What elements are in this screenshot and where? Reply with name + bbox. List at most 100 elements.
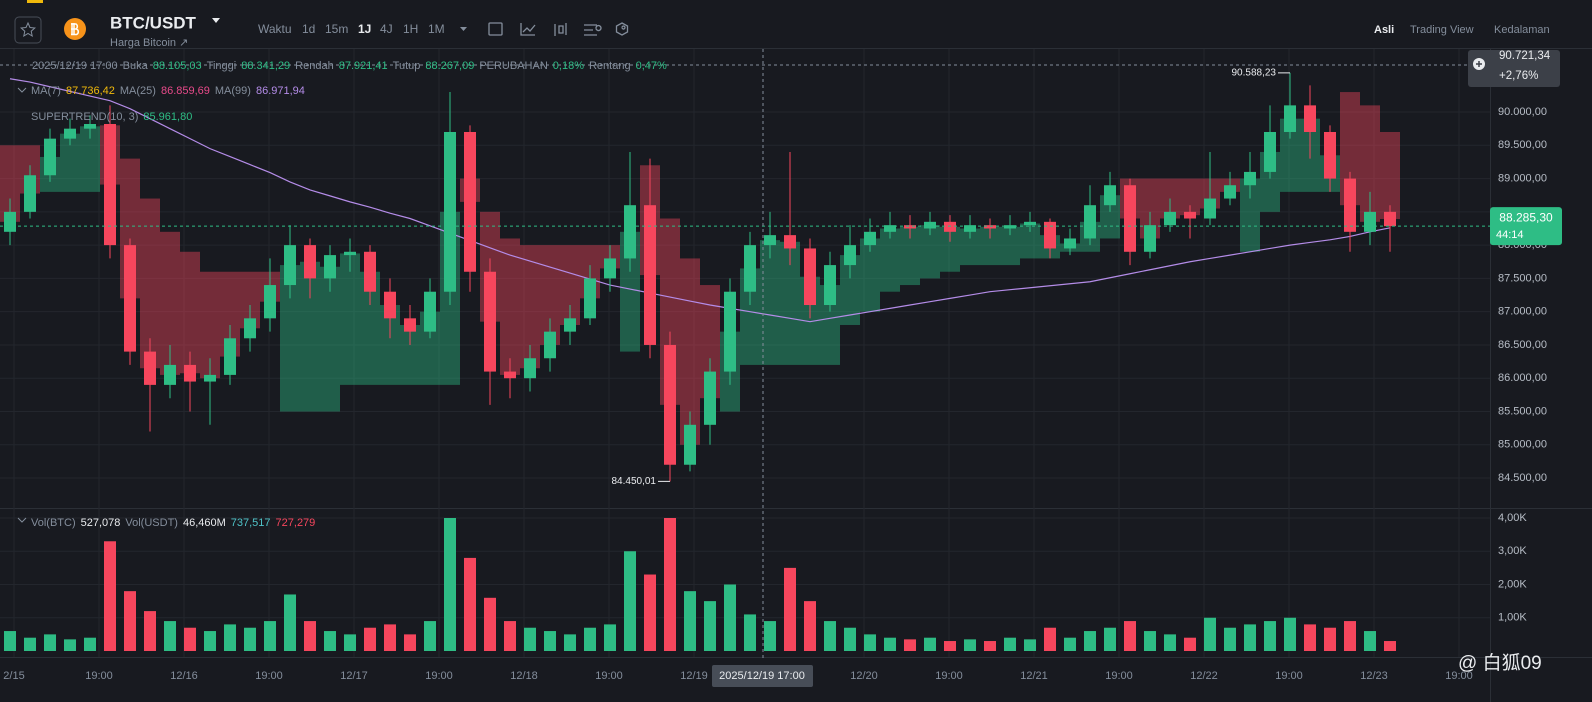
supertrend-fill: [180, 251, 200, 374]
volume-bar: [644, 574, 656, 651]
legend-text: MA(7): [31, 85, 61, 97]
candle-body: [844, 245, 856, 266]
volume-bar: [1204, 617, 1216, 651]
supertrend-fill: [160, 231, 180, 375]
candle-body: [464, 131, 476, 272]
volume-bar: [364, 627, 376, 651]
candle-body: [24, 175, 36, 212]
candle-body: [284, 245, 296, 286]
time-label: 12/16: [170, 670, 198, 682]
volume-bar: [224, 624, 236, 651]
candle-body: [504, 371, 516, 379]
y-tick-label: 87.500,00: [1498, 272, 1547, 284]
volume-bar: [444, 518, 456, 651]
time-label: 2/15: [3, 670, 24, 682]
symbol[interactable]: BTC/USDT: [110, 13, 197, 32]
volume-bar: [1364, 631, 1376, 651]
candle-body: [1024, 221, 1036, 226]
legend-text: 737,517: [231, 517, 271, 529]
gear-icon[interactable]: [615, 22, 629, 36]
supertrend-fill: [60, 133, 80, 192]
interval-option[interactable]: Waktu: [258, 22, 292, 36]
time-label: 12/20: [850, 670, 878, 682]
candle-body: [44, 138, 56, 176]
candle-body: [1224, 185, 1236, 199]
volume-bar: [1344, 621, 1356, 651]
y-tick-label: 87.000,00: [1498, 306, 1547, 318]
supertrend-fill: [400, 324, 420, 385]
chart-type-icon[interactable]: [554, 23, 567, 36]
legend-text: 87.921,41: [339, 60, 388, 72]
view-option[interactable]: Kedalaman: [1494, 24, 1550, 36]
candle-body: [184, 364, 196, 382]
volume-bar: [64, 639, 76, 651]
candle-body: [904, 225, 916, 229]
candle-body: [644, 205, 656, 345]
vol-tick-label: 2,00K: [1498, 578, 1527, 590]
indicator-icon[interactable]: [520, 23, 536, 36]
legend-text: 2025/12/19 17:00: [32, 60, 118, 72]
interval-option[interactable]: 1M: [428, 22, 445, 36]
interval-more[interactable]: [460, 27, 467, 31]
volume-bar: [584, 627, 596, 651]
volume-bar: [684, 591, 696, 651]
candle-body: [244, 318, 256, 339]
vol-tick-label: 4,00K: [1498, 512, 1527, 524]
candle-body: [704, 371, 716, 425]
legend-text: 87.736,42: [66, 85, 115, 97]
supertrend-fill: [1140, 178, 1160, 239]
collapse-icon[interactable]: [17, 517, 27, 523]
time-label: 12/19: [680, 670, 708, 682]
candle-body: [484, 271, 496, 372]
candle-body: [264, 285, 276, 319]
candle-body: [984, 225, 996, 229]
volume-bar: [604, 624, 616, 651]
candle-body: [384, 291, 396, 319]
candle-body: [1084, 205, 1096, 239]
candle-body: [724, 291, 736, 372]
legend-text: Rentang: [589, 60, 631, 72]
candle-body: [964, 225, 976, 232]
candle-body: [4, 211, 16, 232]
candle-body: [1384, 211, 1396, 227]
candle-body: [664, 344, 676, 465]
volume-bar: [924, 637, 936, 651]
view-option[interactable]: Asli: [1374, 24, 1394, 36]
collapse-icon[interactable]: [17, 87, 27, 93]
candle-body: [884, 225, 896, 232]
last-price-box: [1490, 207, 1562, 246]
symbol-dropdown[interactable]: [212, 18, 220, 23]
time-label: 12/22: [1190, 670, 1218, 682]
view-option[interactable]: Trading View: [1410, 24, 1474, 36]
candle-body: [784, 235, 796, 249]
volume-bar: [1044, 627, 1056, 651]
interval-option[interactable]: 1d: [302, 22, 315, 36]
candle-body: [1264, 131, 1276, 172]
volume-bar: [1224, 627, 1236, 651]
volume-bar: [984, 641, 996, 651]
supertrend-fill: [1380, 131, 1400, 219]
interval-option[interactable]: 15m: [325, 22, 348, 36]
candle-body: [84, 124, 96, 129]
volume-bar: [1084, 631, 1096, 651]
volume-bar: [204, 631, 216, 651]
volume-bar: [1244, 624, 1256, 651]
calendar-icon[interactable]: [488, 22, 503, 36]
supertrend-fill: [740, 268, 760, 365]
supertrend-fill: [140, 198, 160, 369]
volume-bar: [324, 631, 336, 651]
supertrend-fill: [620, 231, 640, 352]
interval-option[interactable]: 1J: [358, 22, 371, 36]
interval-option[interactable]: 4J: [380, 22, 393, 36]
last-price-label: 88.285,30: [1499, 210, 1553, 224]
candle-body: [804, 248, 816, 306]
supertrend-fill: [980, 226, 1000, 266]
favorite-button[interactable]: [14, 16, 42, 44]
candle-body: [344, 251, 356, 256]
legend-text: Rendah: [295, 60, 334, 72]
time-label: 19:00: [1105, 670, 1133, 682]
volume-bar: [1124, 621, 1136, 651]
settings-icon[interactable]: [584, 24, 602, 36]
supertrend-fill: [1000, 226, 1020, 266]
interval-option[interactable]: 1H: [403, 22, 418, 36]
